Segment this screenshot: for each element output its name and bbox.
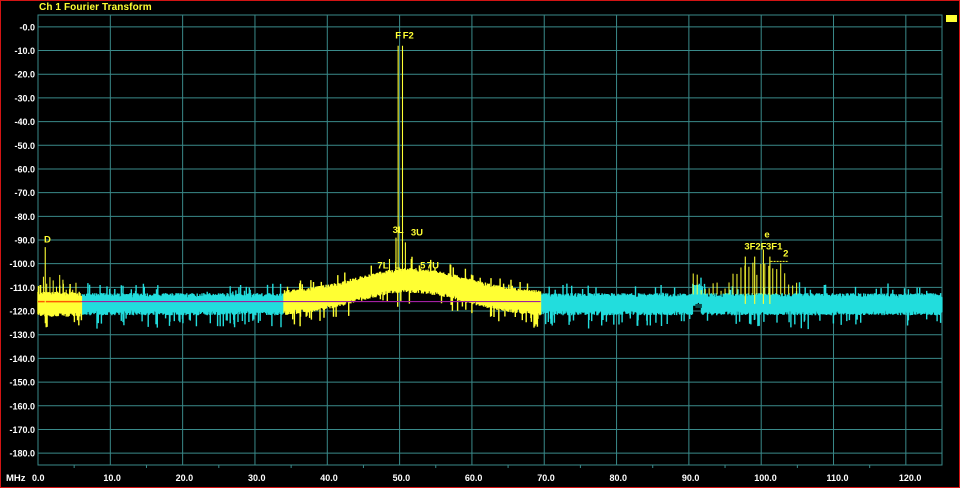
x-tick-label: 100.0 (754, 473, 777, 483)
x-tick-label: 50.0 (393, 473, 411, 483)
x-tick-label: 40.0 (320, 473, 338, 483)
y-tick-label: -10.0 (14, 46, 35, 56)
spectral-peaks (39, 45, 798, 304)
x-tick-label: 10.0 (103, 473, 121, 483)
y-tick-label: -150.0 (9, 378, 35, 388)
peak-marker-label: 5 (420, 260, 426, 271)
window-title: Ch 1 Fourier Transform (39, 2, 152, 13)
y-tick-label: -120.0 (9, 307, 35, 317)
y-tick-label: -140.0 (9, 354, 35, 364)
legend-swatch[interactable] (946, 15, 957, 22)
y-tick-label: -130.0 (9, 330, 35, 340)
peak-marker-label: 3L (393, 225, 404, 236)
peak-marker-label: 7L (377, 260, 388, 271)
x-tick-label: 30.0 (248, 473, 266, 483)
x-tick-label: 110.0 (827, 473, 849, 483)
x-tick-label: 0.0 (32, 473, 45, 483)
y-tick-label: -70.0 (14, 188, 35, 198)
y-tick-label: -50.0 (14, 141, 35, 151)
y-tick-label: -30.0 (14, 93, 35, 103)
y-tick-label: -40.0 (14, 117, 35, 127)
highlighted-band-trace (37, 256, 542, 328)
y-tick-label: -160.0 (9, 401, 35, 411)
noise-trace-yellow (37, 256, 542, 328)
x-tick-label: 90.0 (682, 473, 700, 483)
y-tick-label: -110.0 (10, 283, 35, 293)
x-tick-label: 80.0 (610, 473, 628, 483)
peak-marker-label: 3F1 (766, 241, 783, 252)
peak-marker-label: 3F2F (744, 241, 766, 252)
y-tick-label: -100.0 (9, 259, 35, 269)
x-tick-label: 120.0 (899, 473, 922, 483)
x-tick-label: 20.0 (176, 473, 194, 483)
y-axis: -0.0 -10.0 -20.0 -30.0 -40.0 -50.0 -60.0 -70.0 -… (9, 22, 35, 458)
x-tick-label: 70.0 (537, 473, 555, 483)
peak-marker-label: F (395, 31, 401, 42)
y-tick-label: -0.0 (19, 22, 35, 32)
peak-marker-label: L (395, 260, 401, 271)
peak-marker-label: 3U (411, 227, 423, 238)
peak-marker-label: 7U (427, 260, 439, 271)
y-tick-label: -90.0 (14, 236, 35, 246)
y-tick-label: -170.0 (9, 425, 35, 435)
x-axis: 0.0 10.0 20.0 30.0 40.0 50.0 60.0 70.0 80.0 90.0 1… (32, 473, 921, 483)
y-tick-label: -60.0 (14, 164, 35, 174)
peak-marker-label: F2 (403, 31, 414, 42)
y-tick-label: -20.0 (14, 70, 35, 80)
peak-marker-label: 2 (783, 249, 788, 260)
peak-marker-label: e (764, 230, 769, 241)
peak-marker-label: D (44, 234, 51, 245)
notch (695, 303, 702, 308)
y-tick-label: -80.0 (14, 212, 35, 222)
y-tick-label: -180.0 (9, 449, 35, 459)
grid (37, 14, 943, 468)
x-axis-label: MHz (6, 473, 26, 484)
x-tick-label: 60.0 (465, 473, 483, 483)
